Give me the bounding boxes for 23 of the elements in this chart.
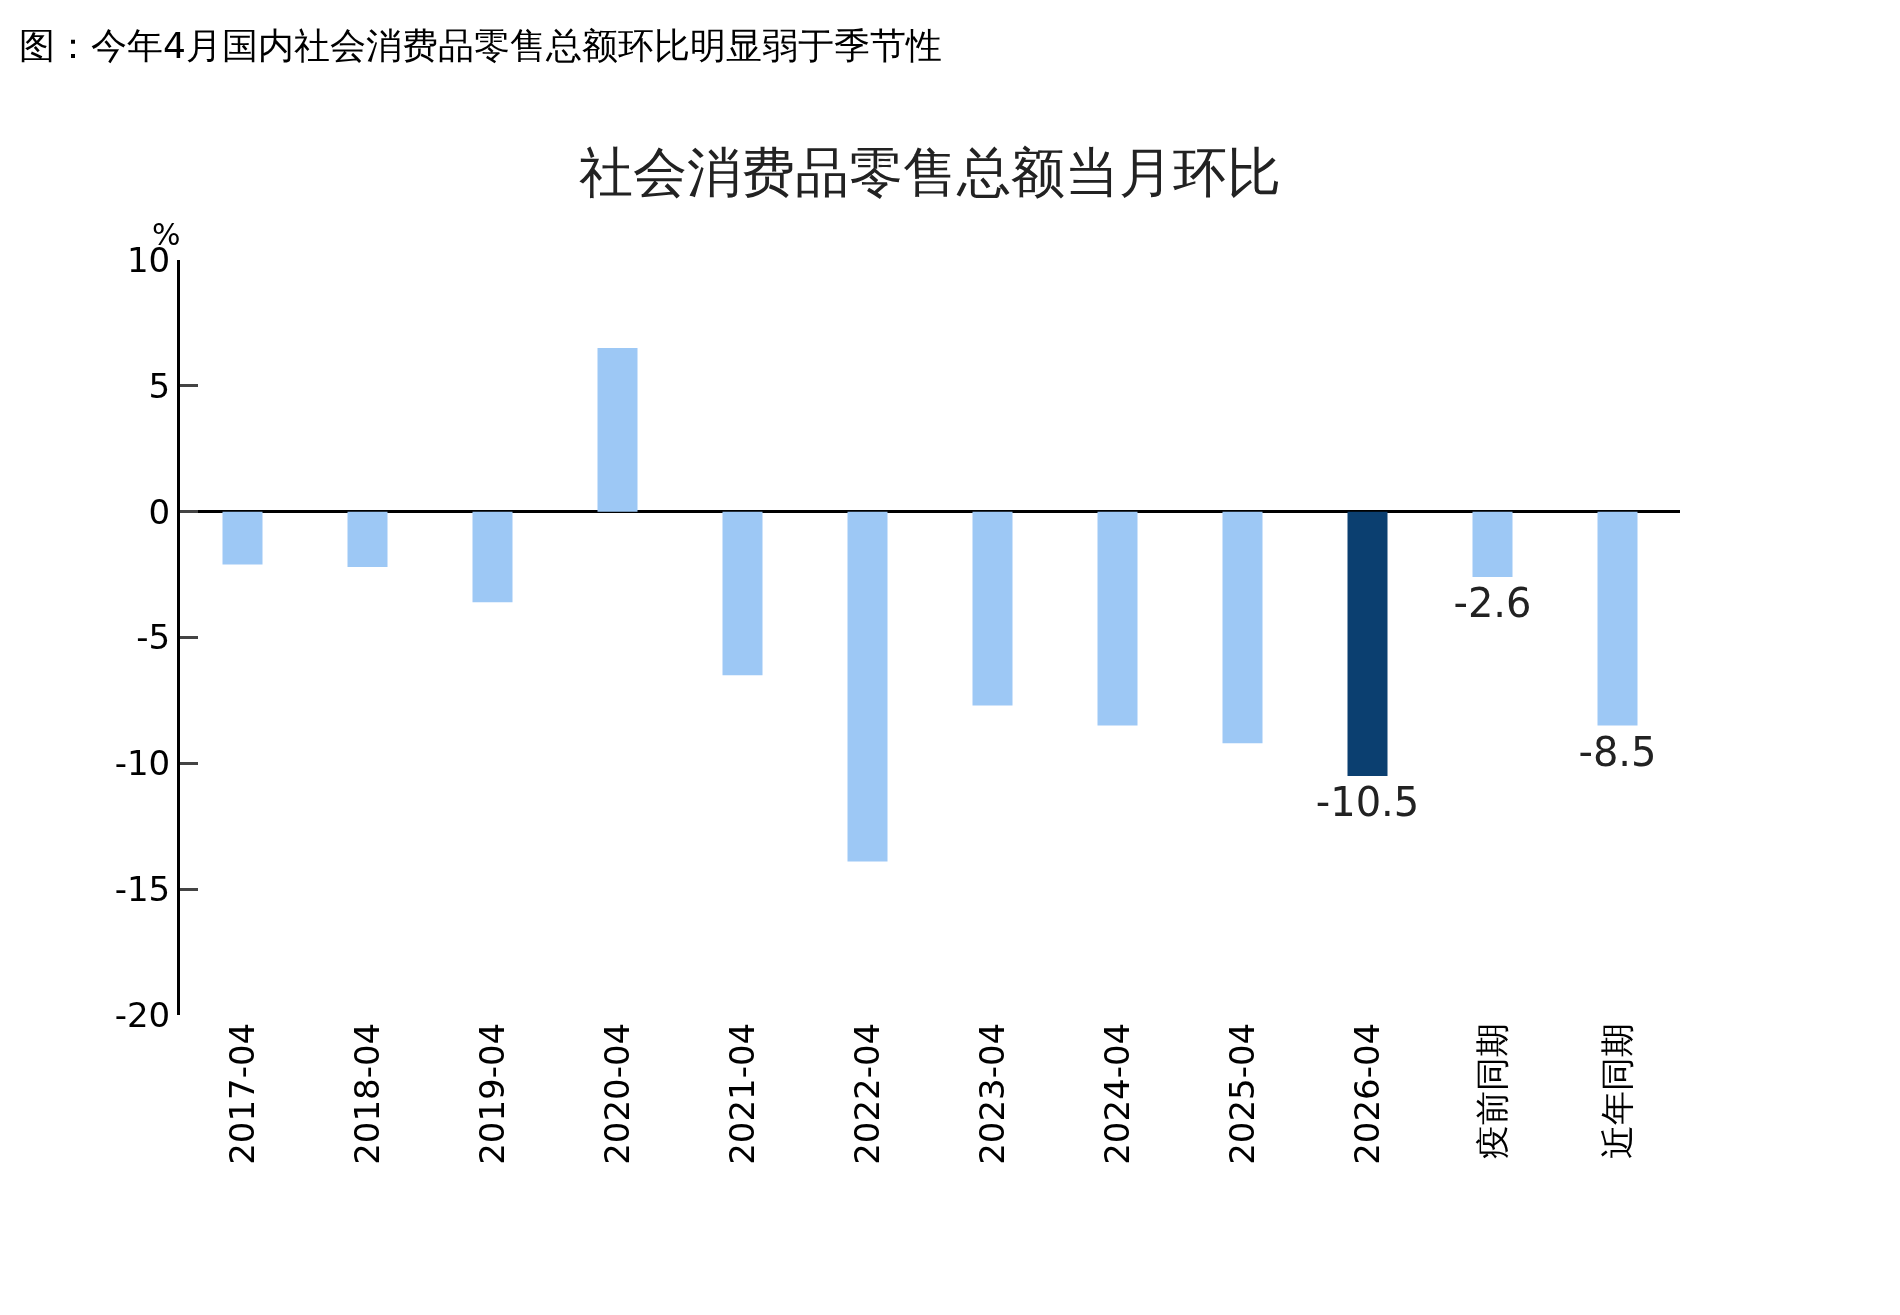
x-tick-label: 2026-04 xyxy=(1346,1022,1387,1165)
y-tick-label: 0 xyxy=(148,491,171,532)
data-label: -2.6 xyxy=(1453,580,1532,627)
x-tick-label: 近年同期 xyxy=(1596,1022,1637,1159)
x-tick-label: 2020-04 xyxy=(596,1022,637,1165)
chart-title: 图：今年4月国内社会消费品零售总额环比明显弱于季节性 xyxy=(19,25,942,67)
y-tick-label: -15 xyxy=(114,869,171,910)
x-tick-label: 2021-04 xyxy=(721,1022,762,1165)
x-tick-label: 2022-04 xyxy=(846,1022,887,1165)
x-tick-label: 2025-04 xyxy=(1221,1022,1262,1165)
chart-subtitle: 社会消费品零售总额当月环比 xyxy=(579,141,1281,204)
x-tick-label: 2019-04 xyxy=(471,1022,512,1165)
y-tick-label: -5 xyxy=(136,617,171,658)
data-label: -10.5 xyxy=(1315,778,1420,825)
x-tick-label: 2024-04 xyxy=(1096,1022,1137,1165)
y-tick-label: 5 xyxy=(148,365,171,406)
y-tick-label: -20 xyxy=(114,994,171,1035)
x-tick-label: 2018-04 xyxy=(346,1022,387,1165)
x-tick-label: 2017-04 xyxy=(221,1022,262,1165)
y-tick-label: -10 xyxy=(114,743,171,784)
x-tick-label: 疫前同期 xyxy=(1471,1022,1512,1159)
data-label: -8.5 xyxy=(1578,728,1657,775)
x-tick-label: 2023-04 xyxy=(971,1022,1012,1165)
